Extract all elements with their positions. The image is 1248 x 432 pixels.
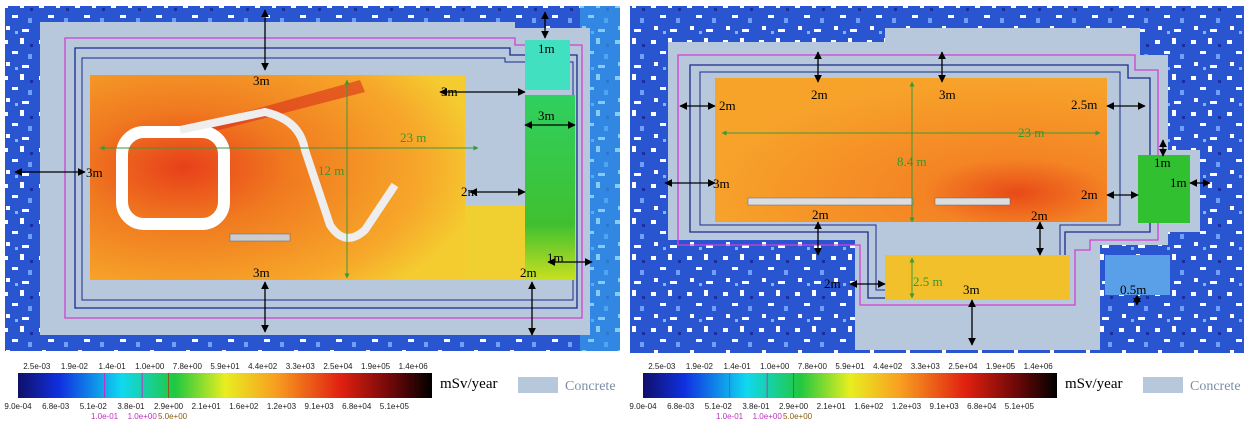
colorbar-top-tick: 5.9e+01 — [835, 362, 865, 371]
contour-tick: 5.0e+00 — [783, 412, 813, 421]
colorbar-bottom-tick: 1.2e+03 — [267, 402, 297, 411]
dimension-label: 3m — [253, 73, 270, 88]
colorbar-bottom-tick: 5.1e-02 — [705, 402, 733, 411]
colorbar-bottom-tick: 9.0e-04 — [4, 402, 32, 411]
dimension-label: 2m — [824, 276, 841, 291]
colorbar-top-tick: 7.8e+00 — [173, 362, 203, 371]
colorbar-bottom-tick: 5.1e+05 — [1005, 402, 1035, 411]
colorbar-bottom-tick: 3.8e-01 — [742, 402, 770, 411]
colorbar-bottom-tick: 1.2e+03 — [892, 402, 922, 411]
dimension-label: 8.4 m — [897, 154, 927, 169]
contour-tick: 5.0e+00 — [158, 412, 188, 421]
colorbar-top-tick: 1.9e-02 — [61, 362, 89, 371]
colorbar-bottom-tick: 5.1e-02 — [80, 402, 108, 411]
colorbar-top-tick: 1.9e-02 — [686, 362, 714, 371]
dimension-label: 2.5m — [1071, 97, 1097, 112]
dimension-label: 3m — [253, 265, 270, 280]
dimension-label: 3m — [963, 282, 980, 297]
dimension-label: 2m — [811, 87, 828, 102]
dimension-label: 3m — [86, 165, 103, 180]
dimension-label: 2m — [1031, 208, 1048, 223]
colorbar-bottom-tick: 6.8e+04 — [342, 402, 372, 411]
dimension-label: 12 m — [318, 163, 344, 178]
colorbar-top-tick: 1.4e+06 — [399, 362, 429, 371]
colorbar-bottom-tick: 2.9e+00 — [779, 402, 809, 411]
colorbar-bottom-tick: 1.6e+02 — [229, 402, 259, 411]
colorbar-top-tick: 2.5e-03 — [648, 362, 676, 371]
colorbar-bottom-tick: 2.9e+00 — [154, 402, 184, 411]
colorbar-bottom-tick: 2.1e+01 — [817, 402, 847, 411]
contour-tick: 1.0e-01 — [716, 412, 744, 421]
colorbar-top-tick: 2.5e+04 — [948, 362, 978, 371]
colorbar-bottom-tick: 9.0e-04 — [629, 402, 657, 411]
contour-tick: 1.0e+00 — [753, 412, 783, 421]
dimension-label: 3m — [939, 87, 956, 102]
colorbar-bottom-tick: 5.1e+05 — [380, 402, 410, 411]
unit-label: mSv/year — [1065, 376, 1123, 392]
colorbar-top-tick: 1.4e-01 — [99, 362, 127, 371]
colorbar-bottom-tick: 1.6e+02 — [854, 402, 884, 411]
colorbar-top-tick: 2.5e+04 — [323, 362, 353, 371]
dimension-label: 1m — [1170, 175, 1187, 190]
dimension-label: 3m — [538, 108, 555, 123]
dimension-label: 2m — [461, 184, 478, 199]
dimension-label: 1m — [547, 250, 564, 265]
colorbar-top-tick: 5.9e+01 — [210, 362, 240, 371]
colorbar-top-tick: 4.4e+02 — [873, 362, 903, 371]
colorbar-top-tick: 3.3e+03 — [911, 362, 941, 371]
dimension-label: 1m — [538, 41, 555, 56]
dimension-label: 1m — [1154, 155, 1171, 170]
concrete-label: Concrete — [565, 379, 616, 394]
colorbar-top-tick: 1.9e+05 — [986, 362, 1016, 371]
colorbar-bottom-tick: 9.1e+03 — [930, 402, 960, 411]
colorbar-top-tick: 1.4e-01 — [724, 362, 752, 371]
dimension-label: 2m — [812, 207, 829, 222]
dimension-label: 3m — [441, 84, 458, 99]
colorbar-bottom-tick: 6.8e-03 — [667, 402, 695, 411]
concrete-swatch — [1143, 377, 1183, 393]
dimension-label: 23 m — [1018, 125, 1044, 140]
colorbar — [18, 373, 432, 398]
unit-label: mSv/year — [440, 376, 498, 392]
colorbar-bottom-tick: 2.1e+01 — [192, 402, 222, 411]
colorbar-top-tick: 1.0e+00 — [760, 362, 790, 371]
colorbar-top-tick: 4.4e+02 — [248, 362, 278, 371]
colorbar-bottom-tick: 6.8e+04 — [967, 402, 997, 411]
concrete-swatch — [518, 377, 558, 393]
dimension-label: 2m — [719, 98, 736, 113]
right-map — [630, 6, 1244, 353]
dimension-label: 23 m — [400, 130, 426, 145]
dimension-label: 2.5 m — [913, 274, 943, 289]
dimension-label: 3m — [713, 176, 730, 191]
colorbar — [643, 373, 1057, 398]
concrete-label: Concrete — [1190, 379, 1241, 394]
colorbar-top-tick: 7.8e+00 — [798, 362, 828, 371]
colorbar-top-tick: 1.9e+05 — [361, 362, 391, 371]
colorbar-bottom-tick: 3.8e-01 — [117, 402, 145, 411]
contour-tick: 1.0e+00 — [128, 412, 158, 421]
dimension-label: 2m — [1081, 187, 1098, 202]
dimension-label: 0.5m — [1120, 282, 1146, 297]
left-map — [5, 6, 620, 351]
dimension-label: 2m — [520, 265, 537, 280]
colorbar-top-tick: 3.3e+03 — [286, 362, 316, 371]
colorbar-top-tick: 1.0e+00 — [135, 362, 165, 371]
colorbar-bottom-tick: 9.1e+03 — [305, 402, 335, 411]
colorbar-bottom-tick: 6.8e-03 — [42, 402, 70, 411]
colorbar-top-tick: 1.4e+06 — [1024, 362, 1054, 371]
colorbar-top-tick: 2.5e-03 — [23, 362, 51, 371]
contour-tick: 1.0e-01 — [91, 412, 119, 421]
